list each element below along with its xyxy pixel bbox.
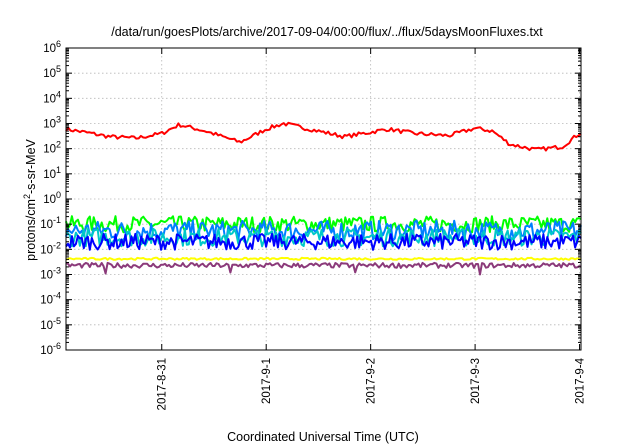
y-tick-label: 10-2 [40, 240, 61, 256]
y-tick-label: 10-4 [40, 291, 61, 307]
x-axis-label: Coordinated Universal Time (UTC) [227, 430, 419, 444]
y-tick-label: 102 [43, 140, 61, 156]
y-tick-label: 10-6 [40, 341, 61, 357]
plot-frame [65, 47, 582, 351]
y-tick-label: 10-3 [40, 266, 61, 282]
y-tick-label: 101 [43, 165, 61, 181]
x-tick-label: 2017-9-2 [366, 358, 378, 404]
y-tick-label: 106 [43, 39, 61, 55]
series-line-4 [65, 232, 582, 251]
y-tick-label: 103 [43, 115, 61, 131]
series-line-6 [65, 261, 582, 276]
series-line-0 [65, 121, 582, 152]
x-tick-label: 2017-9-1 [261, 358, 273, 404]
chart-title: /data/run/goesPlots/archive/2017-09-04/0… [111, 25, 543, 39]
y-tick-label: 10-5 [40, 316, 61, 332]
y-tick-label: 10-1 [40, 215, 61, 231]
y-tick-label: 100 [43, 190, 61, 206]
x-tick-label: 2017-9-3 [470, 358, 482, 404]
y-tick-label: 105 [43, 64, 61, 80]
x-tick-label: 2017-8-31 [157, 358, 169, 410]
x-tick-label: 2017-9-4 [575, 357, 587, 404]
series-group [65, 121, 582, 276]
series-line-5 [65, 256, 582, 261]
y-axis-label: protons/cm2-s-sr-MeV [22, 138, 38, 260]
y-tick-label: 104 [43, 89, 61, 105]
series-line-2 [65, 219, 582, 242]
grid-lines [66, 48, 581, 350]
